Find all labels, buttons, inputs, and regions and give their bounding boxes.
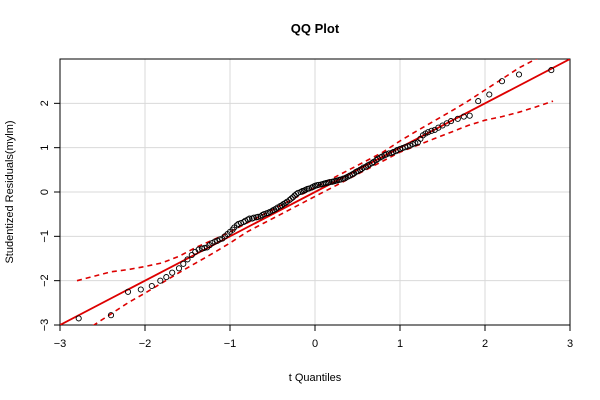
data-point xyxy=(404,143,411,150)
data-point xyxy=(195,246,202,253)
x-tick-label: 2 xyxy=(482,338,488,350)
y-tick-label: −2 xyxy=(39,274,51,287)
data-point xyxy=(180,260,187,267)
data-point xyxy=(425,129,432,136)
data-point xyxy=(396,145,404,153)
data-point xyxy=(184,256,191,263)
x-tick-label: 1 xyxy=(397,338,403,350)
data-point xyxy=(216,236,223,243)
x-axis: −3 −2 −1 0 1 2 3 xyxy=(54,325,573,350)
data-point xyxy=(188,251,195,259)
data-point xyxy=(211,238,218,245)
data-point xyxy=(460,113,467,120)
y-axis: −3 −2 −1 0 1 2 xyxy=(39,100,60,331)
data-point xyxy=(250,214,257,221)
data-point xyxy=(157,277,164,284)
x-tick-label: −3 xyxy=(54,338,67,350)
envelope-upper xyxy=(76,59,538,282)
y-tick-label: 0 xyxy=(39,189,51,195)
y-tick-label: −3 xyxy=(39,319,51,332)
data-point xyxy=(282,200,289,207)
data-point xyxy=(412,140,419,147)
data-point xyxy=(315,181,322,188)
data-point xyxy=(515,71,523,78)
data-point xyxy=(148,282,155,290)
data-point xyxy=(454,115,461,122)
data-point xyxy=(466,112,473,119)
data-point xyxy=(385,150,392,157)
x-axis-label: t Quantiles xyxy=(289,372,342,384)
data-point xyxy=(163,274,170,281)
data-point xyxy=(124,288,132,295)
data-point xyxy=(107,312,115,319)
data-point xyxy=(260,211,268,218)
points-layer xyxy=(75,67,555,322)
data-point xyxy=(169,269,176,276)
data-point xyxy=(288,195,295,202)
data-point xyxy=(272,205,279,212)
reference-line-layer xyxy=(60,59,570,325)
data-point xyxy=(394,146,401,153)
data-point xyxy=(326,179,333,186)
y-tick-label: −1 xyxy=(39,230,51,243)
data-point xyxy=(175,265,183,272)
reference-line xyxy=(60,59,570,325)
y-axis-label: Studentized Residuals(mylm) xyxy=(4,120,16,263)
data-point xyxy=(75,315,82,322)
data-point xyxy=(428,127,435,134)
data-point xyxy=(498,78,506,85)
y-tick-label: 2 xyxy=(39,100,51,106)
data-point xyxy=(486,91,493,98)
data-point xyxy=(373,157,380,164)
data-point xyxy=(447,118,455,125)
data-point xyxy=(201,244,208,251)
chart-title: QQ Plot xyxy=(291,21,340,36)
data-point xyxy=(246,215,253,222)
x-tick-label: 0 xyxy=(312,338,318,350)
data-point xyxy=(240,219,247,226)
data-point xyxy=(137,286,144,293)
data-point xyxy=(475,98,482,105)
data-point xyxy=(548,67,555,74)
x-tick-label: 3 xyxy=(567,338,573,350)
confidence-envelope xyxy=(76,59,554,325)
x-tick-label: −1 xyxy=(224,338,237,350)
x-tick-label: −2 xyxy=(139,338,152,350)
data-point xyxy=(337,176,344,183)
data-point xyxy=(368,160,375,167)
envelope-lower xyxy=(92,100,554,325)
y-tick-label: 1 xyxy=(39,145,51,151)
data-point xyxy=(289,194,296,201)
